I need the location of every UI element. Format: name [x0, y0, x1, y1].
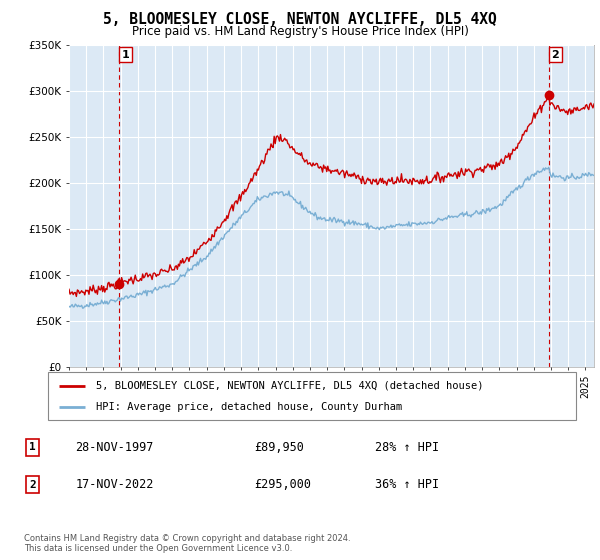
Text: 36% ↑ HPI: 36% ↑ HPI [375, 478, 439, 491]
Text: £89,950: £89,950 [254, 441, 304, 454]
Text: 28-NOV-1997: 28-NOV-1997 [76, 441, 154, 454]
Text: 1: 1 [121, 50, 129, 59]
Text: 2: 2 [551, 50, 559, 59]
Text: £295,000: £295,000 [254, 478, 311, 491]
Text: 1: 1 [29, 442, 36, 452]
Text: HPI: Average price, detached house, County Durham: HPI: Average price, detached house, Coun… [95, 402, 402, 412]
Text: 5, BLOOMESLEY CLOSE, NEWTON AYCLIFFE, DL5 4XQ: 5, BLOOMESLEY CLOSE, NEWTON AYCLIFFE, DL… [103, 12, 497, 27]
Text: Contains HM Land Registry data © Crown copyright and database right 2024.
This d: Contains HM Land Registry data © Crown c… [24, 534, 350, 553]
Text: 5, BLOOMESLEY CLOSE, NEWTON AYCLIFFE, DL5 4XQ (detached house): 5, BLOOMESLEY CLOSE, NEWTON AYCLIFFE, DL… [95, 381, 483, 391]
Text: 2: 2 [29, 479, 36, 489]
Text: 28% ↑ HPI: 28% ↑ HPI [375, 441, 439, 454]
Text: Price paid vs. HM Land Registry's House Price Index (HPI): Price paid vs. HM Land Registry's House … [131, 25, 469, 38]
Text: 17-NOV-2022: 17-NOV-2022 [76, 478, 154, 491]
